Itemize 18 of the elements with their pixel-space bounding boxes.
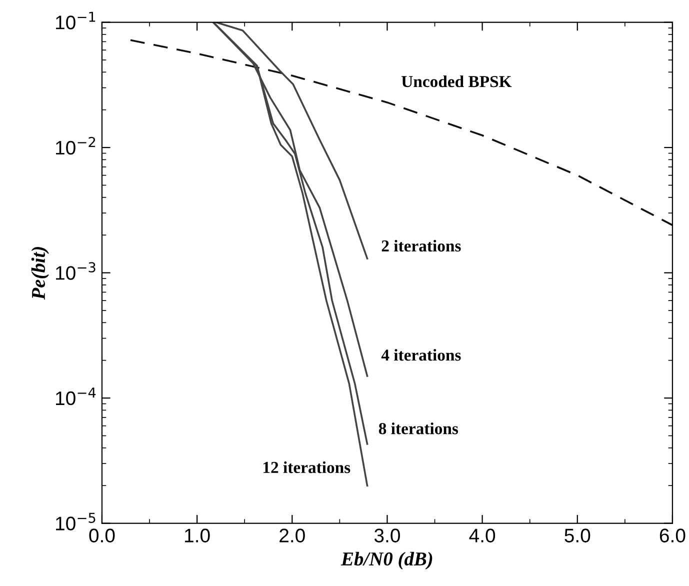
x-tick-label: 5.0: [564, 528, 590, 542]
x-tick-label: 3.0: [374, 528, 400, 542]
y-tick-label: 10$^{−2}$: [56, 136, 96, 155]
series-label: 12 iterations: [264, 461, 350, 474]
x-tick-label: 4.0: [469, 528, 496, 542]
x-tick-label: 1.0: [185, 528, 210, 542]
x-tick-label: 6.0: [660, 528, 686, 542]
series-label: Uncoded BPSK: [402, 75, 512, 88]
y-tick-label: 10$^{−4}$: [56, 388, 96, 406]
x-tick-label: 0.0: [89, 528, 115, 542]
y-axis-title: Pe(bit): [31, 247, 49, 300]
y-tick-label: 10$^{−3}$: [56, 262, 96, 280]
series-label: 2 iterations: [382, 240, 461, 252]
x-axis-title: Eb/N0 (dB): [340, 552, 432, 570]
x-tick-label: 2.0: [280, 528, 305, 542]
series-label: 8 iterations: [378, 422, 458, 434]
series-label: 4 iterations: [381, 348, 461, 361]
y-tick-label: 10$^{−1}$: [56, 12, 96, 30]
